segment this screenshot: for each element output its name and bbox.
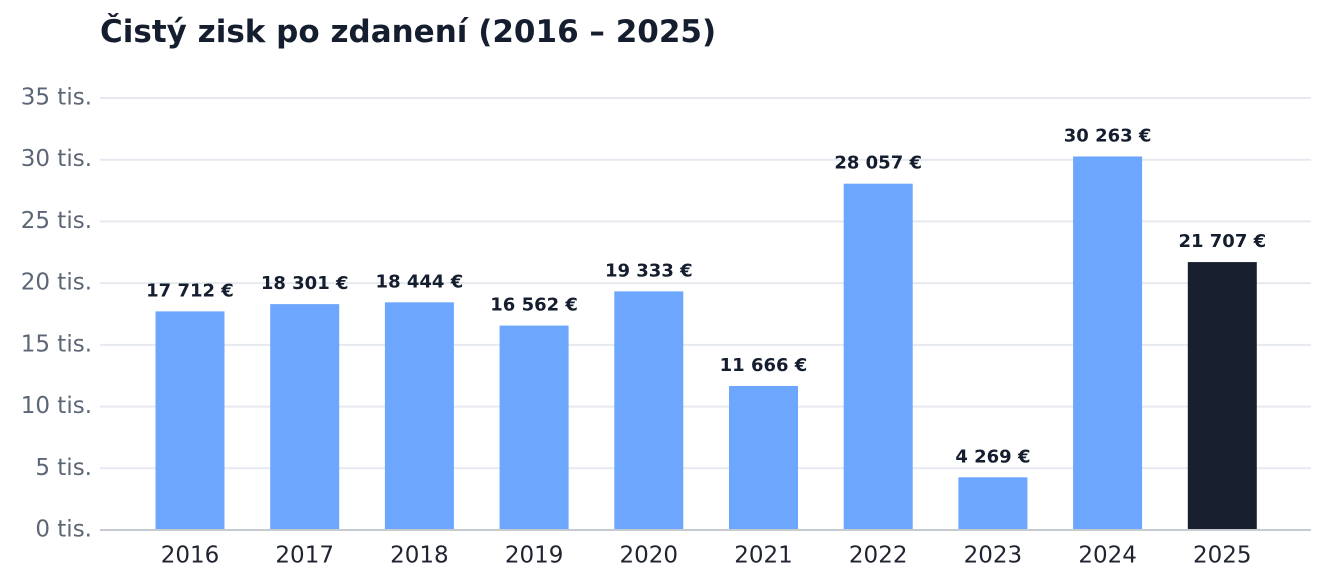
data-label: 28 057 € (834, 153, 922, 174)
y-tick-label: 0 tis. (35, 517, 92, 543)
bar-2018 (384, 302, 454, 530)
bar-2016 (155, 311, 225, 530)
y-tick-label: 35 tis. (21, 85, 92, 111)
data-label: 30 263 € (1064, 125, 1152, 146)
x-tick-label: 2018 (390, 543, 449, 569)
x-tick-label: 2024 (1078, 543, 1137, 569)
y-tick-label: 25 tis. (21, 208, 92, 234)
x-tick-label: 2022 (849, 543, 908, 569)
bar-2017 (270, 304, 340, 530)
x-tick-label: 2020 (620, 543, 679, 569)
x-tick-label: 2025 (1193, 543, 1252, 569)
bar-2024 (1073, 156, 1143, 530)
data-label: 4 269 € (955, 446, 1030, 467)
bar-2023 (958, 477, 1028, 530)
y-tick-label: 15 tis. (21, 331, 92, 357)
data-label: 11 666 € (720, 355, 808, 376)
bar-2019 (499, 325, 569, 530)
data-label: 18 444 € (376, 271, 464, 292)
data-label: 17 712 € (146, 280, 234, 301)
x-tick-label: 2021 (734, 543, 793, 569)
y-tick-label: 5 tis. (35, 455, 92, 481)
bars (155, 156, 1257, 530)
bar-2025 (1187, 262, 1257, 530)
data-label: 16 562 € (490, 295, 578, 316)
bar-2021 (729, 386, 798, 530)
data-label: 21 707 € (1178, 231, 1266, 252)
x-tick-label: 2017 (275, 543, 334, 569)
data-labels: 17 712 € 18 301 € 18 444 € 16 562 € 19 333 €… (146, 125, 1266, 467)
bar-2020 (614, 291, 684, 530)
data-label: 18 301 € (261, 273, 349, 294)
y-tick-label: 20 tis. (21, 270, 92, 296)
data-label: 19 333 € (605, 260, 693, 281)
y-axis-ticks: 0 tis. 5 tis. 10 tis. 15 tis. 20 tis. 25 tis.… (21, 85, 92, 543)
y-tick-label: 10 tis. (21, 393, 92, 419)
y-tick-label: 30 tis. (21, 146, 92, 172)
x-tick-label: 2023 (964, 543, 1023, 569)
chart-title: Čistý zisk po zdanení (2016 – 2025) (100, 14, 717, 50)
bar-2022 (843, 183, 913, 530)
x-axis-ticks: 2016 2017 2018 2019 2020 2021 2022 2023 2024 2025 (161, 543, 1252, 569)
x-tick-label: 2019 (505, 543, 564, 569)
x-tick-label: 2016 (161, 543, 220, 569)
